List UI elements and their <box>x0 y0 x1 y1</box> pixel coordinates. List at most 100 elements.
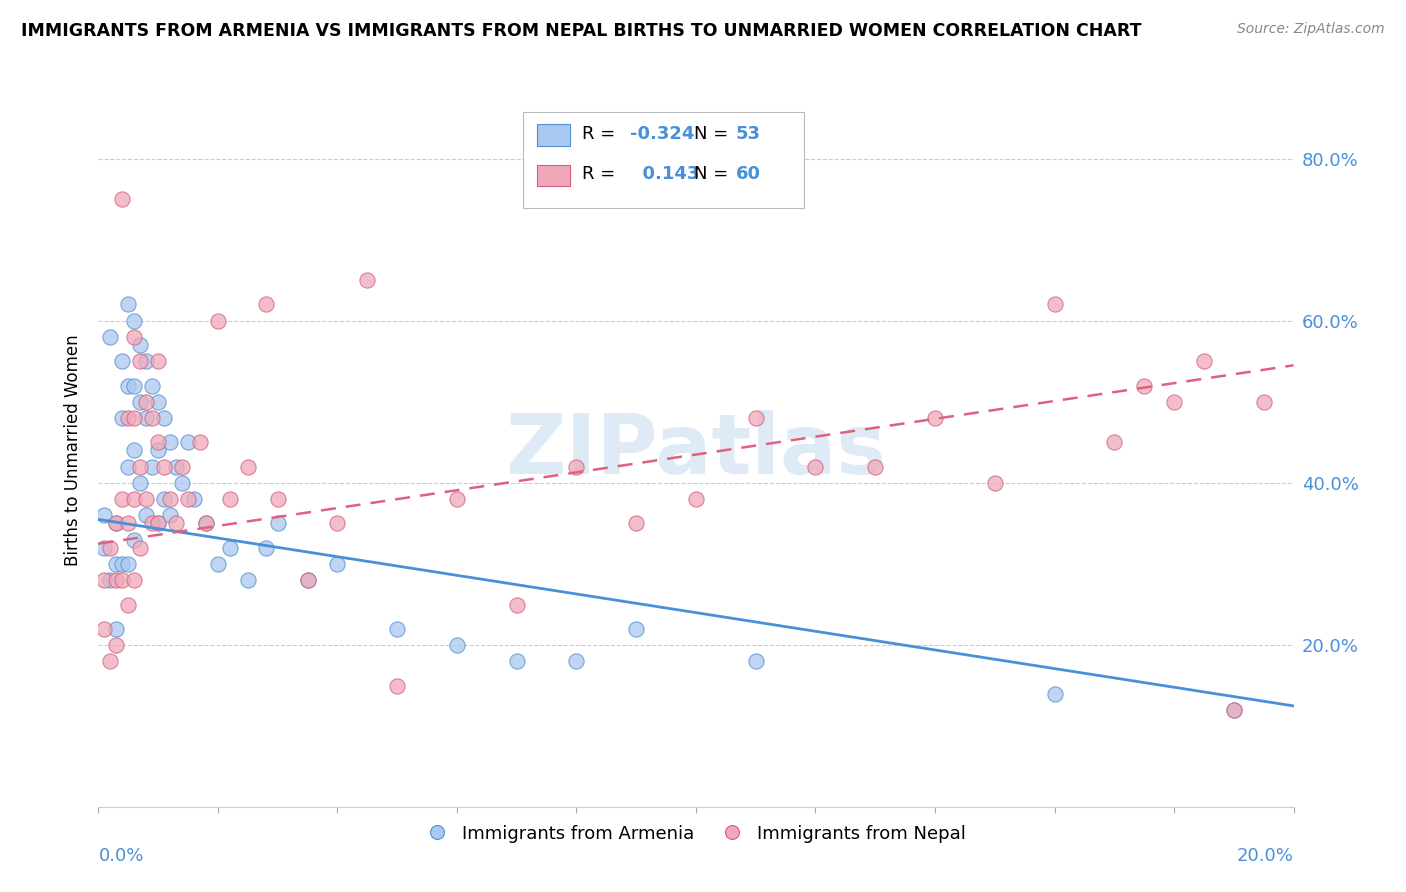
Text: -0.324: -0.324 <box>630 126 695 144</box>
Point <box>506 598 529 612</box>
Point <box>129 475 152 490</box>
Text: R =: R = <box>582 126 621 144</box>
Point <box>188 435 211 450</box>
Point <box>135 354 157 368</box>
Point <box>105 638 128 652</box>
Point <box>207 557 229 571</box>
Point <box>105 516 128 531</box>
Legend: Immigrants from Armenia, Immigrants from Nepal: Immigrants from Armenia, Immigrants from… <box>416 814 976 852</box>
Point <box>1043 687 1066 701</box>
Point <box>1253 394 1275 409</box>
FancyBboxPatch shape <box>537 165 571 186</box>
Point <box>105 622 128 636</box>
Point <box>172 475 194 490</box>
Text: N =: N = <box>693 126 734 144</box>
Text: 0.0%: 0.0% <box>98 847 143 864</box>
Point <box>111 492 134 507</box>
Point <box>153 411 176 425</box>
Point <box>565 459 588 474</box>
Point <box>177 435 200 450</box>
Text: N =: N = <box>693 165 734 183</box>
Point <box>1223 703 1246 717</box>
Point <box>159 435 181 450</box>
Point <box>804 459 827 474</box>
Point <box>1133 378 1156 392</box>
Point <box>124 378 146 392</box>
Point <box>326 557 349 571</box>
Point <box>105 573 128 587</box>
Point <box>195 516 218 531</box>
Point <box>129 394 152 409</box>
Point <box>172 459 194 474</box>
Point <box>159 508 181 523</box>
Point <box>148 516 170 531</box>
Point <box>1223 703 1246 717</box>
Point <box>195 516 218 531</box>
Point <box>385 622 409 636</box>
Point <box>111 354 134 368</box>
Point <box>117 459 139 474</box>
Point <box>159 492 181 507</box>
Point <box>124 314 146 328</box>
Point <box>1043 297 1066 311</box>
Text: ZIPatlas: ZIPatlas <box>506 410 886 491</box>
Point <box>124 533 146 547</box>
Point <box>446 492 468 507</box>
Point <box>356 273 378 287</box>
FancyBboxPatch shape <box>537 124 571 145</box>
Point <box>326 516 349 531</box>
Point <box>129 459 152 474</box>
Point <box>148 443 170 458</box>
Y-axis label: Births to Unmarried Women: Births to Unmarried Women <box>65 334 83 566</box>
Point <box>153 492 176 507</box>
Point <box>135 411 157 425</box>
Point <box>219 492 242 507</box>
Point <box>177 492 200 507</box>
Point <box>153 459 176 474</box>
Point <box>297 573 319 587</box>
Point <box>745 411 768 425</box>
Point <box>117 378 139 392</box>
Text: 60: 60 <box>735 165 761 183</box>
Point <box>565 654 588 668</box>
Point <box>141 378 163 392</box>
Point <box>111 192 134 206</box>
Point <box>141 459 163 474</box>
Point <box>626 622 648 636</box>
Point <box>98 330 122 344</box>
Text: Source: ZipAtlas.com: Source: ZipAtlas.com <box>1237 22 1385 37</box>
Point <box>124 411 146 425</box>
Point <box>685 492 707 507</box>
Point <box>135 508 157 523</box>
Point <box>446 638 468 652</box>
Point <box>129 338 152 352</box>
Point <box>385 679 409 693</box>
Point <box>745 654 768 668</box>
Point <box>124 330 146 344</box>
Point <box>111 573 134 587</box>
Point <box>1104 435 1126 450</box>
Point <box>984 475 1007 490</box>
Point <box>135 492 157 507</box>
Point <box>141 516 163 531</box>
Point <box>111 557 134 571</box>
Text: IMMIGRANTS FROM ARMENIA VS IMMIGRANTS FROM NEPAL BIRTHS TO UNMARRIED WOMEN CORRE: IMMIGRANTS FROM ARMENIA VS IMMIGRANTS FR… <box>21 22 1142 40</box>
Point <box>207 314 229 328</box>
Point <box>267 516 290 531</box>
Point <box>148 516 170 531</box>
Point <box>98 654 122 668</box>
Point <box>117 516 139 531</box>
Point <box>148 394 170 409</box>
Point <box>254 297 277 311</box>
Point <box>93 508 115 523</box>
Point <box>117 598 139 612</box>
Point <box>93 622 115 636</box>
Point <box>148 354 170 368</box>
Point <box>165 459 187 474</box>
Point <box>165 516 187 531</box>
Point <box>236 573 259 587</box>
FancyBboxPatch shape <box>523 112 804 208</box>
Point <box>124 573 146 587</box>
Text: 53: 53 <box>735 126 761 144</box>
Point <box>124 492 146 507</box>
